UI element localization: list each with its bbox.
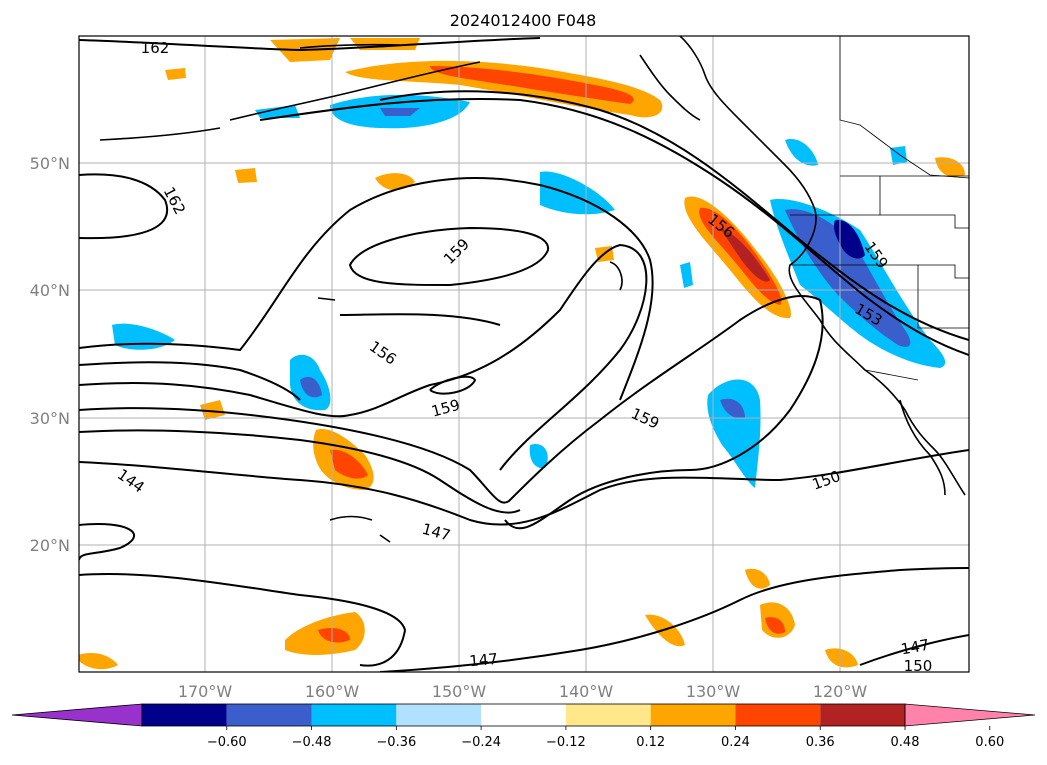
lat-label: 50°N <box>30 154 70 173</box>
colorbar-tick-label: 0.36 <box>806 735 835 750</box>
colorbar-tick-label: −0.12 <box>546 735 586 750</box>
latitude-labels: 50°N 40°N 30°N 20°N <box>30 154 70 555</box>
contour-label: 147 <box>899 636 930 659</box>
colorbar-tick-label: −0.48 <box>292 735 332 750</box>
lat-label: 40°N <box>30 281 70 300</box>
colorbar-extend-low <box>11 703 143 727</box>
height-contours <box>79 37 969 672</box>
colorbar-swatch <box>396 704 482 726</box>
lon-label: 170°W <box>178 682 233 701</box>
colorbar-swatch <box>650 704 736 726</box>
contour-label: 147 <box>469 650 499 670</box>
colorbar-swatch <box>142 704 227 726</box>
political-borders <box>790 36 969 381</box>
contour-label: 150 <box>904 657 933 675</box>
lon-label: 120°W <box>813 682 868 701</box>
lon-label: 140°W <box>559 682 614 701</box>
colorbar-swatch <box>481 704 566 726</box>
contour-label: 162 <box>141 39 170 57</box>
lat-label: 30°N <box>30 409 70 428</box>
plot-frame <box>78 35 970 673</box>
lon-label: 130°W <box>686 682 741 701</box>
plot-area: 162 162 159 159 159 156 156 153 159 150 … <box>79 36 969 675</box>
colorbar-frame <box>141 703 906 727</box>
colorbar-tick-label: 0.24 <box>721 735 750 750</box>
colorbar-tick-label: 0.12 <box>636 735 665 750</box>
figure-title: 2024012400 F048 <box>450 11 597 30</box>
colorbar-tick-label: −0.24 <box>461 735 501 750</box>
colorbar-tick-label: −0.36 <box>376 735 416 750</box>
colorbar: −0.60 −0.48 −0.36 −0.24 −0.12 0.12 0.24 0.36 0.4… <box>11 703 1036 750</box>
lon-label: 150°W <box>432 682 487 701</box>
colorbar-swatch <box>226 704 312 726</box>
longitude-labels: 170°W 160°W 150°W 140°W 130°W 120°W <box>178 682 868 701</box>
colorbar-swatch <box>735 704 821 726</box>
lon-label: 160°W <box>305 682 360 701</box>
colorbar-swatch <box>311 704 397 726</box>
colorbar-extend-high <box>904 703 1036 727</box>
colorbar-swatch <box>565 704 651 726</box>
colorbar-tick-label: −0.60 <box>207 735 247 750</box>
colorbar-tick-label: 0.48 <box>891 735 920 750</box>
colorbar-tick-label: 0.60 <box>975 735 1004 750</box>
coastlines <box>99 36 966 543</box>
colorbar-swatch <box>820 704 905 726</box>
graticule <box>79 36 969 672</box>
lat-label: 20°N <box>30 536 70 555</box>
